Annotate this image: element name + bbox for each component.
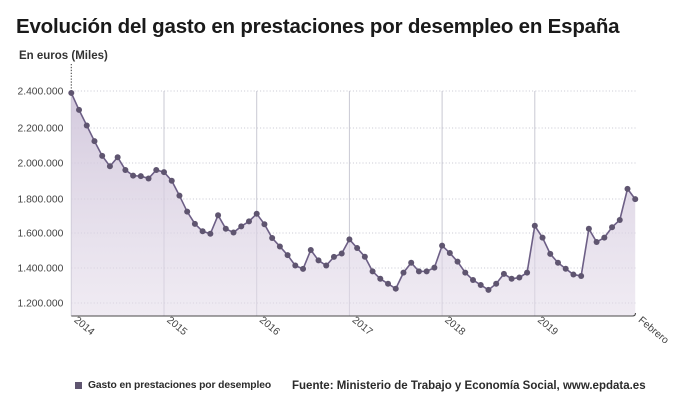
svg-text:2.000.000: 2.000.000: [17, 159, 63, 170]
svg-text:2015: 2015: [164, 315, 189, 338]
svg-text:1.600.000: 1.600.000: [17, 229, 63, 240]
svg-text:2016: 2016: [257, 315, 282, 338]
svg-text:1.400.000: 1.400.000: [17, 264, 63, 275]
svg-text:2017: 2017: [350, 315, 375, 338]
svg-text:1.800.000: 1.800.000: [17, 195, 63, 206]
svg-text:2019: 2019: [535, 315, 560, 338]
svg-text:2.400.000: 2.400.000: [17, 87, 63, 98]
svg-text:1.200.000: 1.200.000: [17, 299, 63, 310]
svg-text:2014: 2014: [72, 315, 97, 338]
svg-text:Febrero: Febrero: [636, 315, 671, 347]
svg-text:2018: 2018: [442, 315, 467, 338]
svg-text:2.200.000: 2.200.000: [17, 124, 63, 135]
